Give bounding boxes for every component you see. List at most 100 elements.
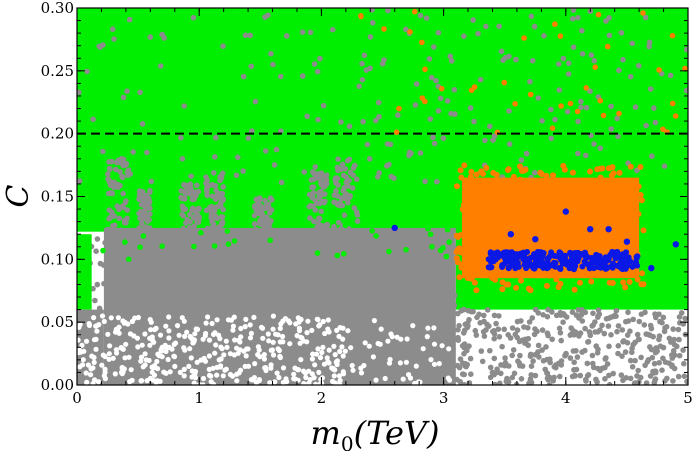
gray-point — [577, 372, 584, 379]
sparse-gap — [316, 369, 322, 375]
orange-point — [462, 188, 469, 195]
sparse-gap — [230, 323, 236, 329]
orange-point — [518, 277, 524, 284]
orange-point — [577, 279, 583, 286]
gray-point — [268, 197, 275, 203]
sparse-gap — [270, 326, 276, 332]
sparse-gap — [208, 373, 214, 379]
sparse-gap — [140, 364, 146, 370]
orange-point — [477, 183, 484, 190]
gray-point — [570, 8, 577, 13]
x-axis-title-rest: (TeV) — [354, 414, 440, 451]
gray-point — [550, 378, 556, 384]
gray-point — [318, 188, 324, 195]
orange-point — [494, 232, 500, 239]
gray-point — [146, 297, 152, 303]
gray-point — [434, 178, 440, 185]
sparse-gap — [404, 336, 410, 342]
gray-point — [278, 128, 284, 134]
gray-point — [465, 323, 471, 329]
gray-point — [300, 240, 307, 247]
gray-point — [506, 141, 513, 147]
gray-point — [206, 182, 213, 189]
gray-point — [100, 148, 106, 155]
gray-point — [569, 15, 576, 22]
gray-point — [351, 285, 358, 292]
gray-point — [252, 98, 259, 105]
blue-point — [593, 252, 600, 259]
sparse-gap — [213, 342, 219, 348]
orange-point — [505, 166, 512, 173]
gray-point — [615, 343, 622, 349]
blue-point — [532, 258, 539, 265]
sparse-gap — [80, 362, 86, 368]
gray-point — [616, 67, 622, 74]
gray-point — [207, 204, 213, 211]
gray-point — [318, 172, 325, 179]
gray-point — [645, 357, 652, 363]
gray-point — [683, 87, 688, 94]
sparse-gap — [248, 377, 255, 383]
sparse-gap — [203, 320, 209, 326]
gray-point — [498, 48, 505, 55]
sparse-gap — [337, 377, 343, 384]
gray-point — [367, 271, 373, 277]
sparse-gap — [106, 356, 112, 362]
sparse-gap — [291, 371, 297, 377]
sparse-gap — [236, 370, 242, 376]
gray-point — [511, 370, 518, 377]
gray-point — [209, 219, 215, 226]
sparse-gap — [276, 347, 282, 354]
sparse-gap — [125, 321, 131, 327]
gray-point — [375, 99, 382, 106]
sparse-gap — [216, 357, 222, 363]
orange-point — [499, 216, 506, 222]
gray-point — [309, 184, 315, 191]
gray-point — [113, 285, 119, 292]
orange-point — [549, 125, 556, 131]
gray-point — [333, 286, 339, 293]
orange-point — [620, 279, 627, 286]
gray-point — [491, 312, 498, 319]
gray-point — [344, 300, 351, 307]
gray-point — [388, 259, 394, 266]
sparse-gap — [93, 346, 99, 352]
gray-point — [256, 234, 263, 241]
gray-point — [597, 145, 604, 152]
sparse-gap — [300, 368, 307, 374]
gray-point — [100, 42, 106, 48]
gray-point — [593, 343, 599, 349]
gray-point — [548, 106, 554, 113]
gray-point — [546, 382, 553, 385]
gray-point — [182, 206, 189, 213]
sparse-gap — [277, 354, 283, 361]
gray-point — [647, 344, 653, 350]
orange-point — [609, 164, 616, 171]
orange-point — [602, 179, 609, 186]
gray-point — [417, 250, 423, 257]
gray-point — [671, 341, 678, 348]
gray-point — [182, 182, 189, 189]
gray-point — [175, 268, 182, 274]
orange-point — [631, 178, 638, 185]
sparse-gap — [77, 337, 81, 343]
sparse-gap — [324, 355, 330, 361]
sparse-gap — [293, 321, 299, 327]
green-point — [211, 243, 218, 249]
sparse-gap — [298, 357, 304, 363]
gray-point — [544, 370, 551, 377]
orange-point — [512, 101, 518, 107]
gray-point — [681, 360, 687, 367]
orange-point — [622, 195, 628, 202]
orange-point — [599, 165, 606, 172]
gray-point — [311, 170, 317, 177]
gray-point — [597, 367, 603, 373]
gray-point — [563, 314, 570, 320]
gray-point — [590, 310, 596, 317]
gray-point — [106, 215, 112, 222]
gray-point — [157, 278, 163, 285]
orange-point — [596, 229, 603, 236]
gray-point — [335, 156, 341, 162]
gray-point — [299, 73, 306, 79]
sparse-gap — [114, 350, 120, 356]
